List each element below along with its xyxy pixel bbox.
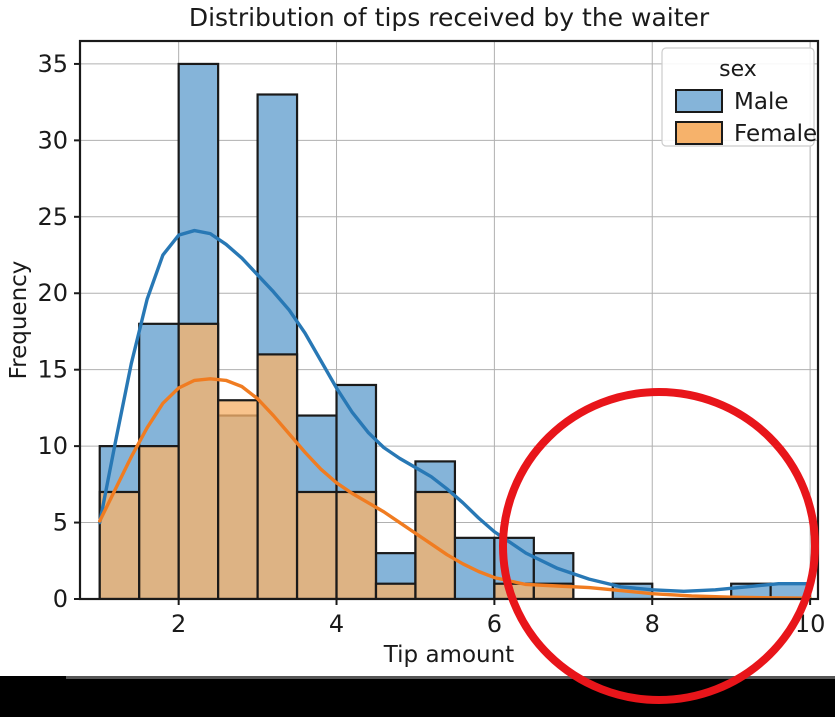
x-tick-label: 10: [795, 610, 826, 638]
plot-frame: [78, 39, 820, 601]
y-tick-label: 5: [53, 509, 68, 537]
y-tick-label: 35: [37, 50, 68, 78]
y-tick-label: 20: [37, 279, 68, 307]
bar-female: [177, 322, 220, 599]
legend-label-female: Female: [734, 121, 817, 147]
axes-spines: [78, 39, 820, 601]
bar-female: [98, 490, 141, 599]
chart-title: Distribution of tips received by the wai…: [189, 3, 710, 32]
axis-ticks: 0 5 10 15 20 25 30 35 2 4 6 8 10: [37, 50, 825, 638]
legend-swatch-female: [675, 121, 723, 145]
y-tick-label: 15: [37, 356, 68, 384]
legend-label-male: Male: [734, 89, 788, 115]
x-tick-label: 6: [487, 610, 502, 638]
y-tick-label: 30: [37, 126, 68, 154]
bar-female: [138, 445, 180, 599]
histogram-chart: 0 5 10 15 20 25 30 35 2 4 6 8 10 Distribution of tips…: [6, 3, 825, 668]
bar-female: [217, 399, 259, 599]
y-tick-label: 10: [37, 432, 68, 460]
y-tick-label: 0: [53, 585, 68, 613]
histogram-bars: [98, 62, 812, 599]
bar-female: [374, 582, 417, 599]
chart-legend: sex Male Female: [661, 47, 817, 147]
x-tick-label: 2: [171, 610, 186, 638]
x-axis-title: Tip amount: [383, 642, 514, 668]
matplotlib-figure: 0 5 10 15 20 25 30 35 2 4 6 8 10 Distribution of tips…: [6, 3, 826, 668]
bottom-bar-divider: [66, 676, 835, 679]
x-tick-label: 8: [645, 610, 660, 638]
bar-female: [335, 490, 378, 599]
bottom-black-bar: [0, 676, 835, 717]
y-tick-label: 25: [37, 203, 68, 231]
bar-female: [295, 490, 338, 599]
legend-swatch-male: [675, 89, 723, 113]
x-tick-label: 4: [329, 610, 344, 638]
y-axis-title: Frequency: [6, 261, 32, 380]
legend-title-text: sex: [719, 57, 757, 82]
bar-female: [256, 353, 299, 599]
